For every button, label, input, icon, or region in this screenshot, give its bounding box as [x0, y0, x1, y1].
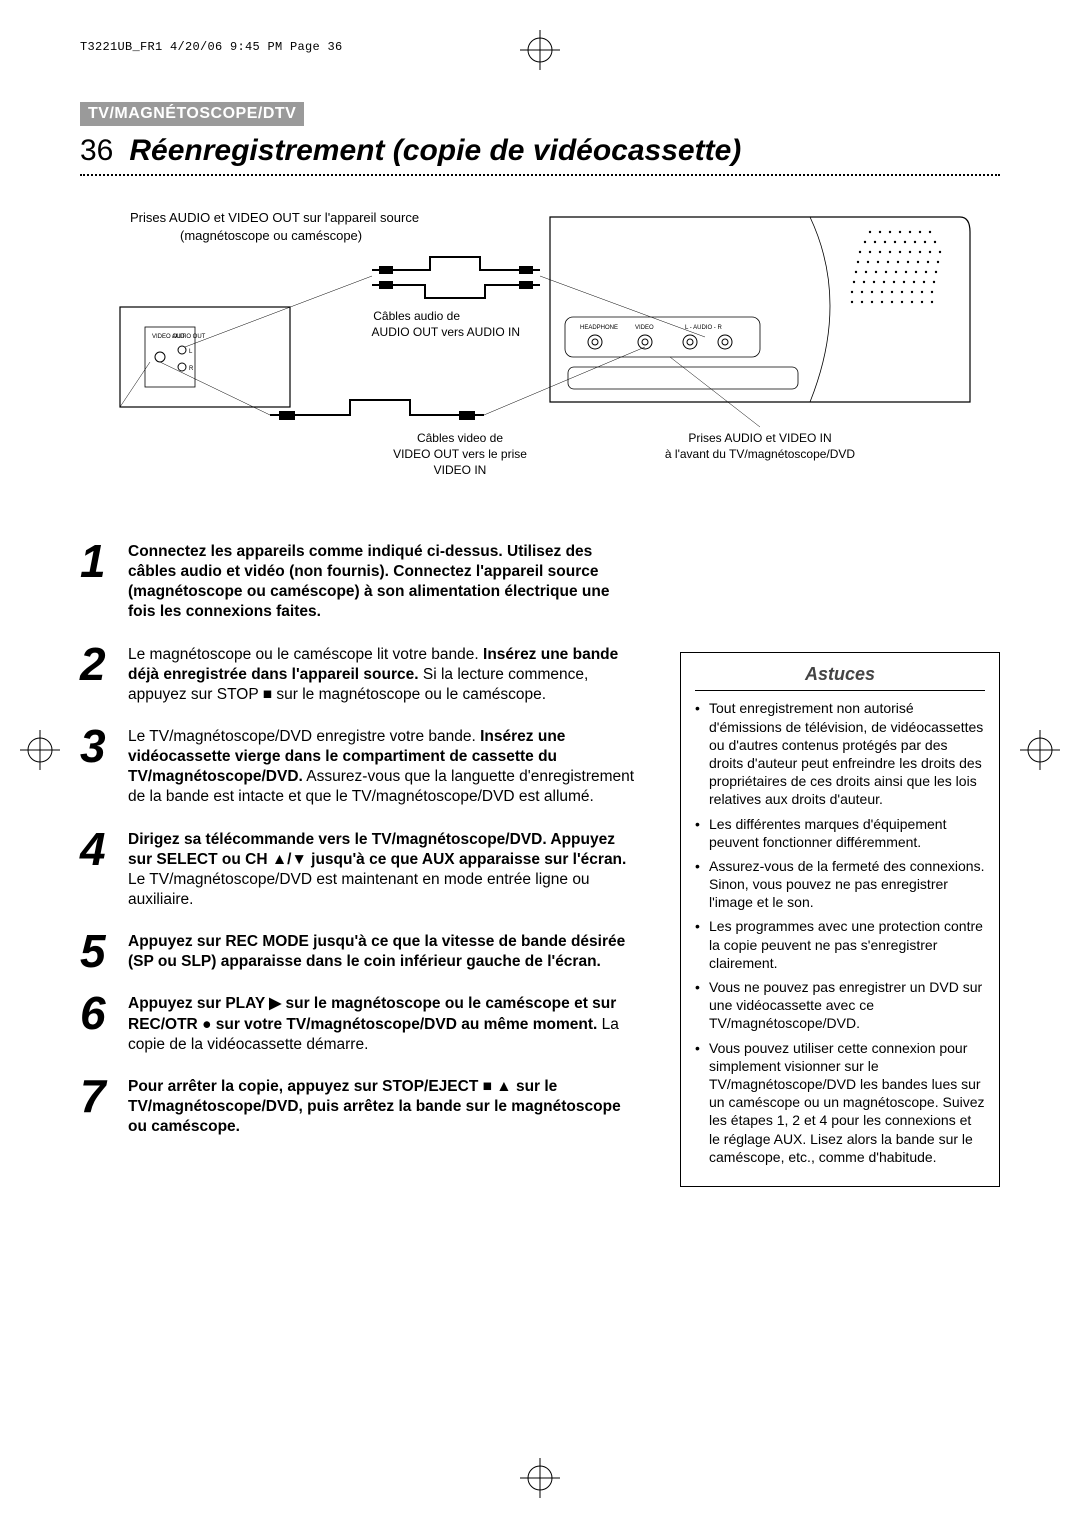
- tips-box: Astuces Tout enregistrement non autorisé…: [680, 652, 1000, 1187]
- diagram-label: Câbles audio de: [373, 309, 460, 323]
- content-row: 1 Connectez les appareils comme indiqué …: [80, 542, 1000, 1187]
- step-2: 2 Le magnétoscope ou le caméscope lit vo…: [80, 645, 640, 705]
- step-text: Connectez les appareils comme indiqué ci…: [128, 542, 640, 623]
- tip-item: Vous ne pouvez pas enregistrer un DVD su…: [695, 978, 985, 1033]
- step-number: 5: [80, 932, 114, 972]
- step-number: 1: [80, 542, 114, 623]
- diagram-label: Câbles video de: [417, 431, 503, 445]
- tv-vcr-dvd-device: HEADPHONE VIDEO L - AUDIO - R: [550, 217, 970, 402]
- svg-text:AUDIO OUT: AUDIO OUT: [172, 334, 206, 340]
- step-number: 2: [80, 645, 114, 705]
- step-text: Le TV/magnétoscope/DVD enregistre votre …: [128, 727, 640, 808]
- step-7: 7 Pour arrêter la copie, appuyez sur STO…: [80, 1077, 640, 1137]
- diagram-label: Prises AUDIO et VIDEO OUT sur l'appareil…: [130, 210, 419, 225]
- diagram-label: à l'avant du TV/magnétoscope/DVD: [665, 447, 856, 461]
- page: T3221UB_FR1 4/20/06 9:45 PM Page 36 TV/M…: [0, 0, 1080, 1528]
- steps-list: 1 Connectez les appareils comme indiqué …: [80, 542, 640, 1159]
- tip-item: Les programmes avec une protection contr…: [695, 917, 985, 972]
- tip-item: Les différentes marques d'équipement peu…: [695, 815, 985, 851]
- tip-item: Vous pouvez utiliser cette connexion pou…: [695, 1039, 985, 1166]
- svg-text:L - AUDIO - R: L - AUDIO - R: [685, 325, 722, 331]
- title-row: 36 Réenregistrement (copie de vidéocasse…: [80, 134, 1000, 176]
- page-title: Réenregistrement (copie de vidéocassette…: [129, 134, 741, 168]
- step-4: 4 Dirigez sa télécommande vers le TV/mag…: [80, 830, 640, 911]
- diagram-label: Prises AUDIO et VIDEO IN: [688, 431, 831, 445]
- diagram-label: (magnétoscope ou caméscope): [180, 228, 362, 243]
- tip-item: Assurez-vous de la fermeté des connexion…: [695, 857, 985, 912]
- step-text: Appuyez sur PLAY ▶ sur le magnétoscope o…: [128, 994, 640, 1054]
- tips-title: Astuces: [805, 664, 875, 684]
- svg-text:L: L: [189, 349, 193, 355]
- section-tag: TV/MAGNÉTOSCOPE/DTV: [80, 102, 304, 126]
- connection-diagram: Prises AUDIO et VIDEO OUT sur l'appareil…: [90, 202, 990, 502]
- step-text: Pour arrêter la copie, appuyez sur STOP/…: [128, 1077, 640, 1137]
- step-3: 3 Le TV/magnétoscope/DVD enregistre votr…: [80, 727, 640, 808]
- step-text: Dirigez sa télécommande vers le TV/magné…: [128, 830, 640, 911]
- step-number: 3: [80, 727, 114, 808]
- diagram-label: VIDEO IN: [434, 463, 487, 477]
- page-number: 36: [80, 134, 113, 168]
- tip-item: Tout enregistrement non autorisé d'émiss…: [695, 699, 985, 808]
- step-number: 4: [80, 830, 114, 911]
- source-device: VIDEO OUT AUDIO OUT L R: [120, 307, 290, 407]
- step-5: 5 Appuyez sur REC MODE jusqu'à ce que la…: [80, 932, 640, 972]
- step-number: 7: [80, 1077, 114, 1137]
- video-cable: [160, 347, 645, 419]
- step-text: Appuyez sur REC MODE jusqu'à ce que la v…: [128, 932, 640, 972]
- step-1: 1 Connectez les appareils comme indiqué …: [80, 542, 640, 623]
- svg-text:HEADPHONE: HEADPHONE: [580, 325, 618, 331]
- file-header: T3221UB_FR1 4/20/06 9:45 PM Page 36: [80, 40, 1000, 54]
- step-number: 6: [80, 994, 114, 1054]
- svg-text:R: R: [189, 366, 194, 372]
- diagram-label: AUDIO OUT vers AUDIO IN: [372, 325, 520, 339]
- diagram-label: VIDEO OUT vers le prise: [393, 447, 527, 461]
- tips-list: Tout enregistrement non autorisé d'émiss…: [695, 699, 985, 1166]
- tips-title-wrap: Astuces: [695, 663, 985, 691]
- step-6: 6 Appuyez sur PLAY ▶ sur le magnétoscope…: [80, 994, 640, 1054]
- svg-text:VIDEO: VIDEO: [635, 325, 654, 331]
- step-text: Le magnétoscope ou le caméscope lit votr…: [128, 645, 640, 705]
